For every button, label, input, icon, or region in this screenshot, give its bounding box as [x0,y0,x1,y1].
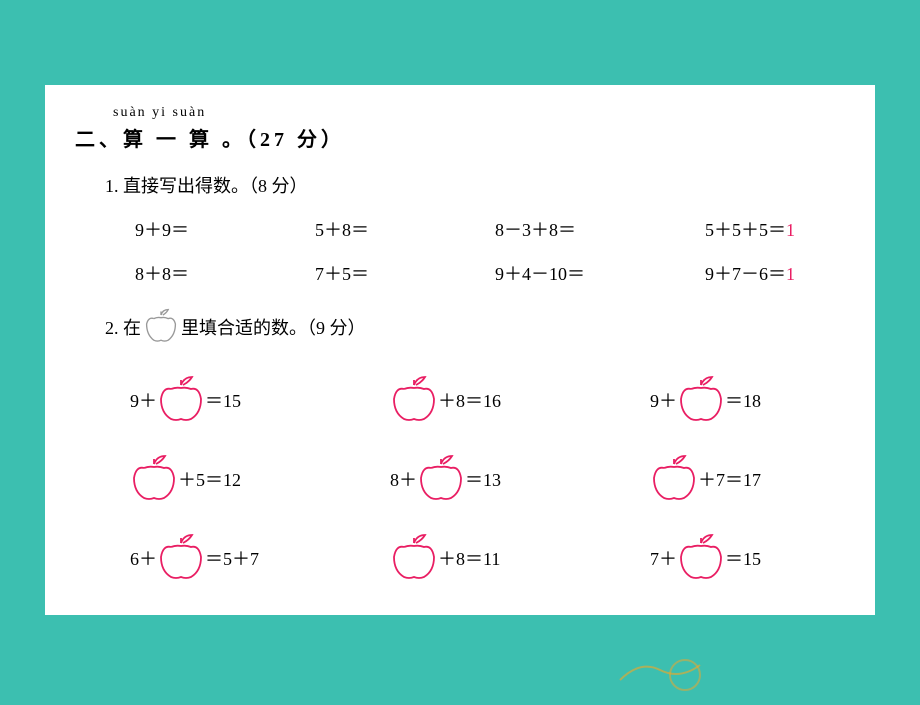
apple-problem: 9＋ ＝18 [650,371,870,428]
section-title: 二、算 一 算 。（27 分） [75,123,845,152]
after-text: ＝15 [725,545,761,571]
apple-row-1: 9＋ ＝15 ＋8＝16 [130,371,845,428]
after-text: ＋7＝17 [698,466,761,492]
subsection-1-title: 1. 直接写出得数。（8 分） [105,172,845,198]
apple-icon [143,304,179,349]
apple-icon [390,371,438,428]
expression: 7＋5＝ [315,264,369,284]
expression: 9＋7－6＝ [705,264,786,284]
problem-cell: 9＋4－10＝ [495,260,705,286]
after-text: ＋8＝11 [438,545,500,571]
expression: 9＋4－10＝ [495,264,585,284]
after-text: ＝18 [725,387,761,413]
after-text: ＋5＝12 [178,466,241,492]
before-text: 6＋ [130,545,157,571]
problem-cell: 8－3＋8＝ [495,216,705,242]
apple-icon [130,450,178,507]
after-text: ＝15 [205,387,241,413]
apple-problem: 8＋ ＝13 [390,450,650,507]
apple-icon [677,371,725,428]
subsection-2: 2. 在 里填合适的数。（9 分） 9＋ [105,304,845,586]
expression: 8＋8＝ [135,264,189,284]
apple-icon [677,529,725,586]
expression: 5＋5＋5＝ [705,220,786,240]
corner-decoration-icon [600,640,720,700]
apple-problem: ＋8＝16 [390,371,650,428]
problem-cell: 9＋9＝ [135,216,315,242]
apple-row-3: 6＋ ＝5＋7 ＋8＝1 [130,529,845,586]
problem-cell: 5＋5＋5＝1 [705,216,885,242]
expression: 9＋9＝ [135,220,189,240]
before-text: 7＋ [650,545,677,571]
answer: 1 [786,220,795,240]
apple-icon [157,371,205,428]
apple-icon [390,529,438,586]
apple-problem: 6＋ ＝5＋7 [130,529,390,586]
apple-icon [650,450,698,507]
problems-row-1: 9＋9＝ 5＋8＝ 8－3＋8＝ 5＋5＋5＝1 [135,216,845,242]
apple-problem: ＋5＝12 [130,450,390,507]
title-after: 里填合适的数。（9 分） [181,314,366,340]
title-before: 2. 在 [105,314,141,340]
apple-problem: 7＋ ＝15 [650,529,870,586]
after-text: ＝5＋7 [205,545,259,571]
apple-icon [417,450,465,507]
after-text: ＋8＝16 [438,387,501,413]
subsection-1: 1. 直接写出得数。（8 分） 9＋9＝ 5＋8＝ 8－3＋8＝ 5＋5＋5＝1… [105,172,845,286]
apple-problem: ＋7＝17 [650,450,870,507]
pinyin-annotation: suàn yi suàn [113,105,845,121]
problem-cell: 9＋7－6＝1 [705,260,885,286]
apple-icon [157,529,205,586]
after-text: ＝13 [465,466,501,492]
before-text: 9＋ [130,387,157,413]
problem-cell: 8＋8＝ [135,260,315,286]
problem-cell: 5＋8＝ [315,216,495,242]
answer: 1 [786,264,795,284]
problems-row-2: 8＋8＝ 7＋5＝ 9＋4－10＝ 9＋7－6＝1 [135,260,845,286]
expression: 5＋8＝ [315,220,369,240]
apple-problem: ＋8＝11 [390,529,650,586]
before-text: 9＋ [650,387,677,413]
before-text: 8＋ [390,466,417,492]
subsection-2-title: 2. 在 里填合适的数。（9 分） [105,304,845,349]
problem-cell: 7＋5＝ [315,260,495,286]
worksheet-paper: suàn yi suàn 二、算 一 算 。（27 分） 1. 直接写出得数。（… [45,85,875,615]
expression: 8－3＋8＝ [495,220,576,240]
apple-problem: 9＋ ＝15 [130,371,390,428]
apple-row-2: ＋5＝12 8＋ ＝13 [130,450,845,507]
